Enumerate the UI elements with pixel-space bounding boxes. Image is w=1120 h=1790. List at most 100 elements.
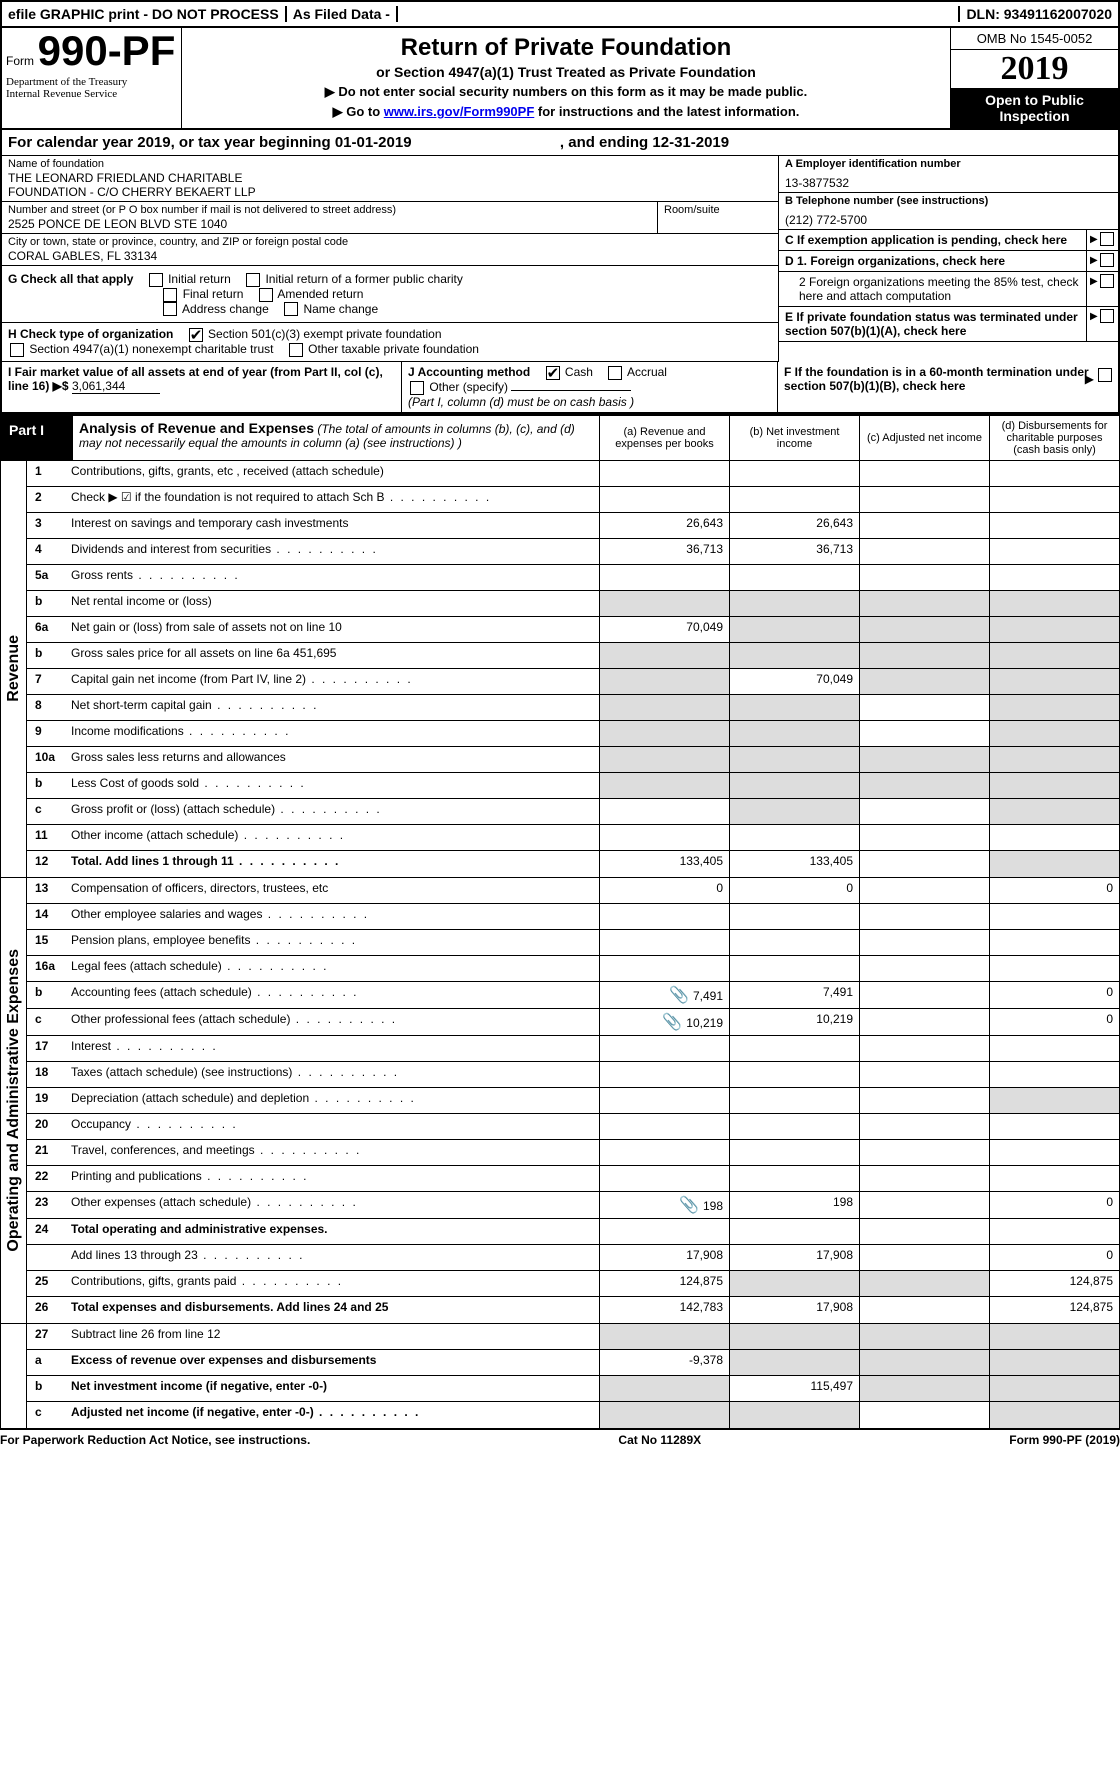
amount-col-b <box>729 904 859 929</box>
amount-col-d <box>989 1114 1119 1139</box>
amount-col-b <box>729 930 859 955</box>
amount-col-c <box>859 904 989 929</box>
amount-col-b: 198 <box>729 1192 859 1218</box>
line-desc: Net short-term capital gain <box>67 695 599 720</box>
line-number: 10a <box>27 747 67 772</box>
amount-col-d <box>989 773 1119 798</box>
amount-col-a <box>599 591 729 616</box>
j-label: J Accounting method <box>408 365 530 379</box>
amount-col-a: -9,378 <box>599 1350 729 1375</box>
line-number: 5a <box>27 565 67 590</box>
chk-initial-former[interactable] <box>246 273 260 287</box>
amount-col-a <box>599 1114 729 1139</box>
chk-amended-return[interactable] <box>259 288 273 302</box>
chk-f[interactable] <box>1098 368 1112 382</box>
a-label: A Employer identification number <box>785 158 961 170</box>
irs-link[interactable]: www.irs.gov/Form990PF <box>384 104 535 119</box>
amount-col-b <box>729 1088 859 1113</box>
table-row: 9Income modifications <box>27 721 1119 747</box>
col-d-header: (d) Disbursements for charitable purpose… <box>989 416 1119 460</box>
amount-col-c <box>859 851 989 877</box>
d1-arrow-icon <box>1086 251 1118 271</box>
line-number: 23 <box>27 1192 67 1218</box>
attachment-icon[interactable]: 📎 <box>662 1014 682 1031</box>
name-value: THE LEONARD FRIEDLAND CHARITABLE FOUNDAT… <box>8 171 772 199</box>
attachment-icon[interactable]: 📎 <box>669 987 689 1004</box>
chk-d1[interactable] <box>1100 253 1114 267</box>
h-label: H Check type of organization <box>8 327 173 341</box>
amount-col-a: 70,049 <box>599 617 729 642</box>
chk-c[interactable] <box>1100 232 1114 246</box>
cal-mid: , and ending <box>560 134 653 151</box>
name-cell: Name of foundation THE LEONARD FRIEDLAND… <box>2 156 778 202</box>
table-row: 7Capital gain net income (from Part IV, … <box>27 669 1119 695</box>
g-opt-5: Name change <box>303 302 378 316</box>
j-accrual: Accrual <box>627 365 667 379</box>
chk-final-return[interactable] <box>163 288 177 302</box>
addr-label: Number and street (or P O box number if … <box>8 204 651 216</box>
amount-col-a <box>599 825 729 850</box>
amount-col-d <box>989 799 1119 824</box>
g-opt-2: Final return <box>183 287 244 301</box>
amount-col-a <box>599 643 729 668</box>
h-opt-0: Section 501(c)(3) exempt private foundat… <box>208 327 441 341</box>
b-label: B Telephone number (see instructions) <box>785 195 988 207</box>
e-row: E If private foundation status was termi… <box>779 307 1118 342</box>
amount-col-a <box>599 565 729 590</box>
net-section: 27Subtract line 26 from line 12aExcess o… <box>1 1323 1119 1428</box>
chk-501c3[interactable] <box>189 328 203 342</box>
table-row: 6aNet gain or (loss) from sale of assets… <box>27 617 1119 643</box>
chk-other-method[interactable] <box>410 381 424 395</box>
i-cell: I Fair market value of all assets at end… <box>2 362 402 412</box>
amount-col-a <box>599 773 729 798</box>
chk-name-change[interactable] <box>284 302 298 316</box>
line-desc: Other employee salaries and wages <box>67 904 599 929</box>
amount-col-b <box>729 1036 859 1061</box>
line-number: 24 <box>27 1219 67 1244</box>
amount-col-b <box>729 1062 859 1087</box>
amount-col-b <box>729 1140 859 1165</box>
info-left: Name of foundation THE LEONARD FRIEDLAND… <box>2 156 778 362</box>
table-row: 13Compensation of officers, directors, t… <box>27 878 1119 904</box>
amount-col-c <box>859 1297 989 1323</box>
attachment-icon[interactable]: 📎 <box>679 1197 699 1214</box>
amount-col-b: 0 <box>729 878 859 903</box>
year-block: OMB No 1545-0052 2019 Open to Public Ins… <box>950 28 1118 130</box>
amount-col-d: 0 <box>989 1192 1119 1218</box>
cal-end: 12-31-2019 <box>652 134 729 151</box>
c-row: C If exemption application is pending, c… <box>779 230 1118 251</box>
chk-address-change[interactable] <box>163 302 177 316</box>
amount-col-c <box>859 982 989 1008</box>
line-desc: Income modifications <box>67 721 599 746</box>
amount-col-a <box>599 487 729 512</box>
amount-col-d <box>989 721 1119 746</box>
amount-col-c <box>859 956 989 981</box>
chk-accrual[interactable] <box>608 366 622 380</box>
chk-cash[interactable] <box>546 366 560 380</box>
amount-col-c <box>859 825 989 850</box>
line-number: 15 <box>27 930 67 955</box>
amount-col-b: 36,713 <box>729 539 859 564</box>
form-header: Form 990-PF Department of the Treasury I… <box>0 28 1120 130</box>
table-row: aExcess of revenue over expenses and dis… <box>27 1350 1119 1376</box>
table-row: 11Other income (attach schedule) <box>27 825 1119 851</box>
amount-col-c <box>859 461 989 486</box>
amount-col-c <box>859 1009 989 1035</box>
chk-initial-return[interactable] <box>149 273 163 287</box>
table-row: 27Subtract line 26 from line 12 <box>27 1324 1119 1350</box>
footer-right: Form 990-PF (2019) <box>1009 1433 1120 1447</box>
amount-col-c <box>859 1140 989 1165</box>
part1-label: Part I <box>1 416 73 460</box>
table-row: cAdjusted net income (if negative, enter… <box>27 1402 1119 1428</box>
chk-e[interactable] <box>1100 309 1114 323</box>
line-desc: Interest on savings and temporary cash i… <box>67 513 599 538</box>
expenses-section: Operating and Administrative Expenses 13… <box>1 877 1119 1323</box>
chk-4947a1[interactable] <box>10 343 24 357</box>
efile-topbar: efile GRAPHIC print - DO NOT PROCESS As … <box>0 0 1120 28</box>
net-side-blank <box>1 1324 27 1428</box>
amount-col-b <box>729 747 859 772</box>
amount-col-c <box>859 1324 989 1349</box>
table-row: 19Depreciation (attach schedule) and dep… <box>27 1088 1119 1114</box>
chk-d2[interactable] <box>1100 274 1114 288</box>
chk-other-taxable[interactable] <box>289 343 303 357</box>
